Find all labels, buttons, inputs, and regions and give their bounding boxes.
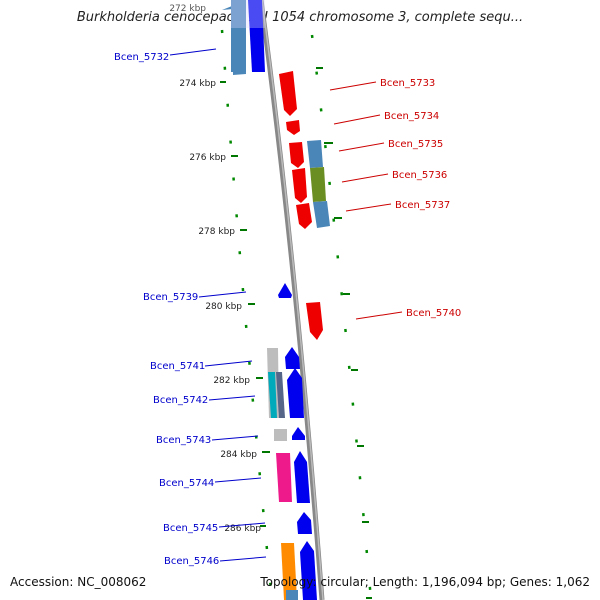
gene-bcen-5742[interactable] xyxy=(268,368,304,418)
gene-feature[interactable] xyxy=(292,168,307,203)
gene-feature[interactable] xyxy=(274,429,287,441)
accession-text: Accession: NC_008062 xyxy=(10,575,147,589)
inner-dotted-guide xyxy=(220,29,274,600)
outer-dotted-guide xyxy=(310,34,373,600)
gene-bcen-5736[interactable] xyxy=(292,167,326,203)
tick-280: 280 kbp xyxy=(205,302,255,312)
label-connectors xyxy=(169,48,403,562)
gene-feature[interactable] xyxy=(313,201,330,228)
gene-bcen-5737[interactable] xyxy=(296,201,330,229)
gene-label-bcen-5732[interactable]: Bcen_5732 xyxy=(114,52,169,63)
gene-feature[interactable] xyxy=(300,541,317,600)
tick-label: 274 kbp xyxy=(179,79,216,89)
gene-label-bcen-5744[interactable]: Bcen_5744 xyxy=(159,478,214,489)
gene-feature-block xyxy=(286,590,298,600)
gene-bcen-5734[interactable] xyxy=(286,120,300,135)
gene-label-bcen-5736[interactable]: Bcen_5736 xyxy=(392,170,447,181)
gene-label-bcen-5743[interactable]: Bcen_5743 xyxy=(156,435,211,446)
tick-286: 286 kbp xyxy=(224,524,266,534)
tick-278: 278 kbp xyxy=(198,227,247,237)
gene-bcen-5735[interactable] xyxy=(289,140,323,168)
gene-label-bcen-5740[interactable]: Bcen_5740 xyxy=(406,308,461,319)
gene-feature[interactable] xyxy=(297,512,312,534)
gene-feature[interactable] xyxy=(307,140,323,168)
chromosome-backbone-highlight xyxy=(261,0,324,600)
gene-bcen-5733[interactable] xyxy=(279,71,297,116)
gene-feature[interactable] xyxy=(296,203,312,229)
gene-feature[interactable] xyxy=(281,543,297,600)
tick-282: 282 kbp xyxy=(213,376,263,386)
gene-label-bcen-5746[interactable]: Bcen_5746 xyxy=(164,556,219,567)
map-title: Burkholderia cenocepacia AU 1054 chromos… xyxy=(76,10,524,25)
gene-label-bcen-5739[interactable]: Bcen_5739 xyxy=(143,292,198,303)
gene-feature[interactable] xyxy=(285,347,300,369)
tick-label: 282 kbp xyxy=(213,376,250,386)
gene-label-bcen-5745[interactable]: Bcen_5745 xyxy=(163,523,218,534)
gene-bcen-5745[interactable] xyxy=(297,512,312,534)
gene-label-bcen-5733[interactable]: Bcen_5733 xyxy=(380,78,435,89)
gene-bcen-5739[interactable] xyxy=(278,283,292,298)
gene-bcen-5732[interactable] xyxy=(222,0,265,75)
gene-label-bcen-5737[interactable]: Bcen_5737 xyxy=(395,200,450,211)
gene-feature-block[interactable] xyxy=(248,0,265,72)
gene-label-bcen-5735[interactable]: Bcen_5735 xyxy=(388,139,443,150)
tick-label: 278 kbp xyxy=(198,227,235,237)
tick-label: 284 kbp xyxy=(220,450,257,460)
gene-feature[interactable] xyxy=(276,372,285,418)
gene-feature[interactable] xyxy=(278,283,292,298)
outer-ring-ticks xyxy=(316,67,372,599)
gene-feature[interactable] xyxy=(287,368,304,418)
gene-bcen-5744[interactable] xyxy=(276,451,310,503)
gene-feature[interactable] xyxy=(294,451,310,503)
gene-feature[interactable] xyxy=(306,302,323,340)
gene-highlight xyxy=(231,0,265,28)
gene-labels: Bcen_5732 Bcen_5733 Bcen_5734 Bcen_5735 … xyxy=(114,52,461,567)
tick-label: 276 kbp xyxy=(189,153,226,163)
gene-feature[interactable] xyxy=(279,71,297,116)
gene-feature[interactable] xyxy=(276,453,292,502)
gene-feature[interactable] xyxy=(289,142,304,168)
gene-feature[interactable] xyxy=(310,167,326,202)
gene-bcen-5746[interactable] xyxy=(281,541,317,600)
gene-label-bcen-5741[interactable]: Bcen_5741 xyxy=(150,361,205,372)
gene-bcen-5743[interactable] xyxy=(274,427,305,441)
tick-label: 286 kbp xyxy=(224,524,261,534)
topology-text: Topology: circular; Length: 1,196,094 bp… xyxy=(260,575,590,589)
chromosome-backbone xyxy=(258,0,325,600)
gene-feature[interactable] xyxy=(286,120,300,135)
gene-label-bcen-5734[interactable]: Bcen_5734 xyxy=(384,111,439,122)
tick-label: 280 kbp xyxy=(205,302,242,312)
gene-bcen-5740[interactable] xyxy=(306,302,323,340)
gene-feature-block[interactable] xyxy=(231,0,246,72)
gene-feature[interactable] xyxy=(268,372,277,418)
gene-feature[interactable] xyxy=(292,427,305,440)
tick-272: 272 kbp xyxy=(169,4,206,14)
tick-label: 272 kbp xyxy=(169,4,206,14)
tick-284: 284 kbp xyxy=(220,450,270,460)
tick-276: 276 kbp xyxy=(189,153,238,163)
tick-274: 274 kbp xyxy=(179,79,226,89)
gene-label-bcen-5742[interactable]: Bcen_5742 xyxy=(153,395,208,406)
